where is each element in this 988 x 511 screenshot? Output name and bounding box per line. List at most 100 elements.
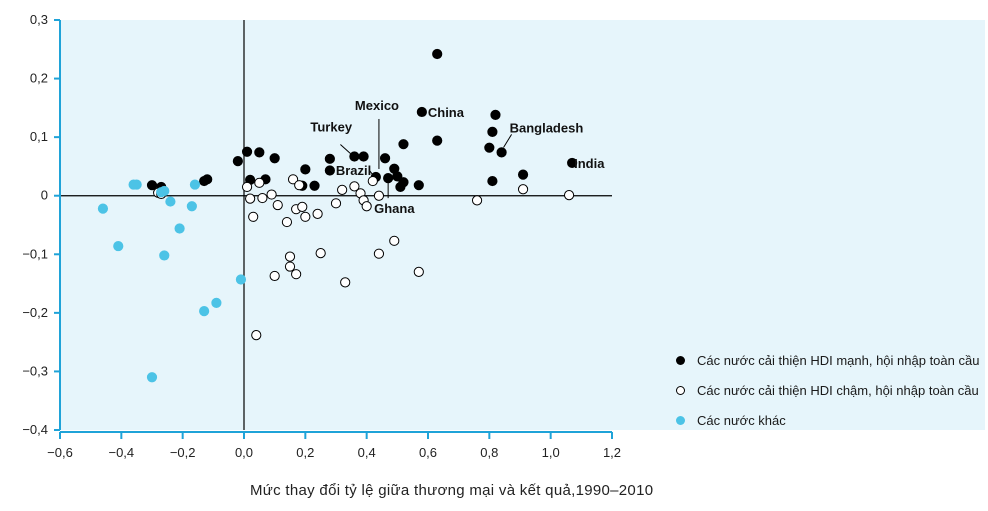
annotation-label: Bangladesh: [510, 120, 584, 135]
y-tick-label: −0,2: [22, 305, 48, 320]
point-strong-hdi: [324, 153, 335, 164]
legend-label-other: Các nước khác: [697, 412, 786, 428]
x-tick-label: −0,4: [108, 445, 134, 460]
point-slow-hdi: [294, 180, 305, 191]
point-slow-hdi: [284, 251, 296, 262]
annotation-label: Brazil: [336, 163, 371, 178]
point-strong-hdi: [398, 177, 409, 188]
x-tick-label: 1,0: [542, 445, 560, 460]
point-slow-hdi: [315, 248, 326, 259]
point-strong-hdi: [432, 135, 443, 146]
annotation-leader-line: [369, 170, 374, 176]
y-tick-label: 0,2: [30, 71, 48, 86]
legend-label-slow: Các nước cải thiện HDI chậm, hội nhập to…: [697, 382, 979, 398]
point-strong-hdi: [146, 180, 158, 191]
y-tick-label: 0,3: [30, 12, 48, 27]
legend-item-slow: Các nước cải thiện HDI chậm, hội nhập to…: [676, 375, 986, 405]
point-slow-hdi: [245, 193, 256, 204]
point-strong-hdi: [202, 174, 213, 185]
point-strong-hdi: [398, 139, 409, 150]
point-slow-hdi: [281, 216, 293, 228]
point-slow-hdi: [373, 248, 385, 259]
point-strong-hdi: [383, 173, 394, 184]
point-slow-hdi: [300, 211, 311, 222]
annotation-label: China: [428, 105, 465, 120]
annotation-label: Mexico: [355, 98, 399, 113]
y-tick-label: −0,4: [22, 422, 48, 437]
point-other: [165, 196, 176, 207]
point-other: [235, 274, 247, 285]
data-points: [97, 48, 578, 383]
point-strong-hdi: [416, 106, 427, 118]
point-slow-hdi: [287, 174, 299, 185]
legend-marker-slow: [676, 385, 685, 395]
point-slow-hdi: [291, 269, 302, 280]
point-strong-hdi: [358, 151, 369, 162]
point-slow-hdi: [284, 261, 296, 272]
point-slow-hdi: [266, 189, 277, 200]
axes: 0,3 0,2 0,1 0 −0,1 −0,2 −0,3 −0,4 −0,6 −0,4 −0,2 0,…: [22, 12, 621, 460]
annotation-leader-line: [503, 134, 513, 148]
point-other: [113, 240, 124, 252]
point-slow-hdi: [563, 190, 575, 201]
x-tick-label: −0,6: [47, 445, 73, 460]
legend: Các nước cải thiện HDI mạnh, hội nhập to…: [676, 345, 986, 435]
point-strong-hdi: [413, 180, 424, 191]
point-strong-hdi: [490, 109, 501, 120]
point-slow-hdi: [330, 198, 342, 209]
point-strong-hdi: [269, 153, 280, 164]
point-slow-hdi: [312, 208, 323, 219]
x-tick-label: 1,2: [603, 445, 621, 460]
point-slow-hdi: [349, 181, 360, 192]
point-slow-hdi: [413, 266, 424, 277]
legend-item-other: Các nước khác: [676, 405, 986, 435]
point-strong-hdi: [241, 146, 253, 157]
point-strong-hdi: [254, 147, 265, 158]
point-other: [211, 297, 222, 308]
point-other: [186, 201, 197, 212]
x-tick-label: 0,4: [358, 445, 376, 460]
legend-marker-strong: [676, 355, 685, 365]
point-strong-hdi: [567, 157, 578, 169]
point-strong-hdi: [392, 171, 403, 182]
y-tick-label: 0,1: [30, 129, 48, 144]
y-tick-label: −0,1: [22, 246, 48, 261]
point-strong-hdi: [232, 156, 243, 167]
point-strong-hdi: [324, 165, 335, 176]
annotation-label: Ghana: [374, 201, 415, 216]
point-strong-hdi: [379, 153, 391, 164]
point-slow-hdi: [257, 192, 268, 204]
annotation-label: India: [574, 156, 605, 171]
point-strong-hdi: [487, 175, 498, 187]
legend-item-strong: Các nước cải thiện HDI mạnh, hội nhập to…: [676, 345, 986, 375]
point-other: [128, 179, 139, 190]
point-slow-hdi: [361, 201, 372, 212]
point-strong-hdi: [309, 180, 320, 191]
point-strong-hdi: [517, 169, 529, 180]
point-slow-hdi: [337, 184, 348, 195]
x-tick-label: 0,0: [235, 445, 253, 460]
point-strong-hdi: [300, 164, 311, 175]
point-slow-hdi: [373, 190, 385, 201]
point-strong-hdi: [349, 151, 360, 162]
plot-background: [60, 20, 985, 430]
point-other: [97, 203, 109, 214]
point-other: [174, 223, 185, 234]
x-tick-label: −0,2: [170, 445, 196, 460]
point-slow-hdi: [367, 175, 378, 187]
legend-label-strong: Các nước cải thiện HDI mạnh, hội nhập to…: [697, 352, 980, 368]
point-slow-hdi: [517, 184, 529, 195]
annotation-leader-line: [340, 144, 351, 154]
point-strong-hdi: [487, 126, 498, 137]
legend-marker-other: [676, 415, 685, 425]
y-tick-label: 0: [41, 188, 48, 203]
point-slow-hdi: [340, 277, 351, 288]
point-slow-hdi: [389, 235, 400, 246]
point-other: [159, 185, 170, 197]
x-tick-label: 0,8: [480, 445, 498, 460]
point-strong-hdi: [496, 147, 507, 158]
annotation-label: Turkey: [310, 119, 352, 134]
